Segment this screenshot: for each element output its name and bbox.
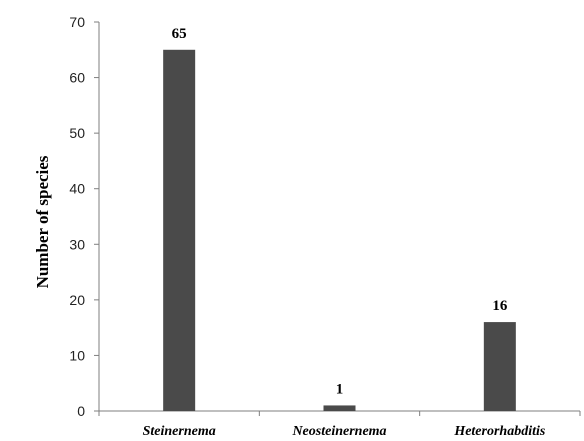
data-labels: 65 1 16 (172, 26, 508, 398)
y-ticks: 0 10 20 30 40 50 60 70 (69, 14, 99, 419)
y-tick-label: 60 (69, 70, 85, 86)
y-tick-label: 50 (69, 125, 85, 141)
y-tick-label: 0 (77, 403, 85, 419)
y-tick-label: 30 (69, 236, 85, 252)
category-label: Heterorhabditis (453, 424, 546, 439)
category-labels: Steinernema Neosteinernema Heterorhabditis (143, 424, 546, 439)
category-label: Neosteinernema (291, 424, 386, 439)
y-tick-label: 40 (69, 181, 85, 197)
y-tick-label: 10 (69, 347, 85, 363)
data-label: 16 (492, 298, 508, 314)
y-axis-title: Number of species (33, 155, 52, 288)
bars (163, 49, 516, 412)
bar-neosteinernema (323, 405, 356, 411)
x-ticks (98, 411, 581, 416)
bar-steinernema (163, 49, 196, 412)
category-label: Steinernema (143, 424, 216, 439)
data-label: 1 (336, 381, 344, 397)
y-tick-label: 70 (69, 14, 85, 30)
y-tick-label: 20 (69, 292, 85, 308)
data-label: 65 (172, 26, 187, 42)
bar-heterorhabditis (483, 322, 516, 411)
